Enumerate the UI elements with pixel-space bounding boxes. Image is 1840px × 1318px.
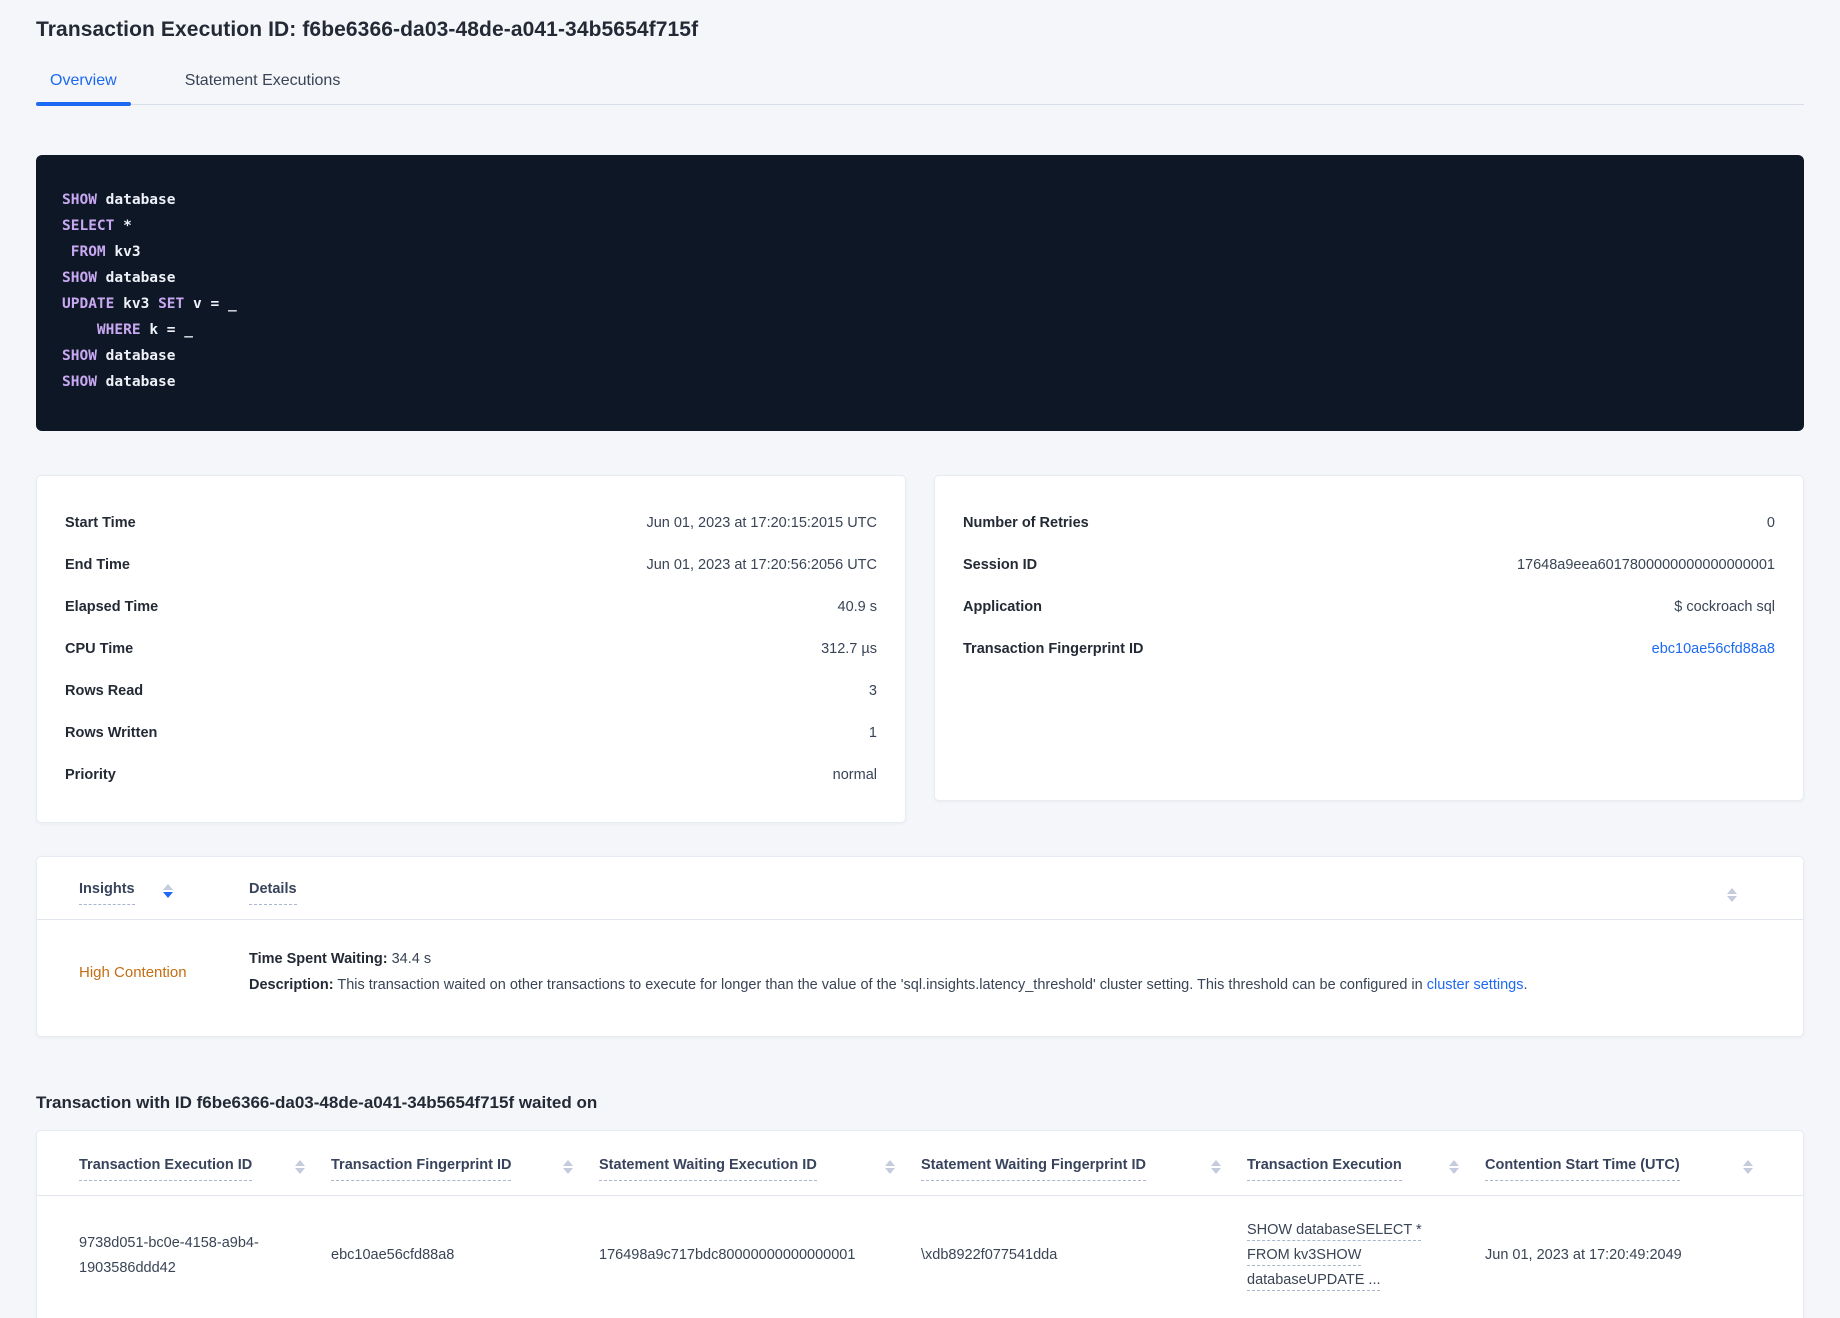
sql-statement-line: FROM kv3	[70, 244, 141, 260]
sort-arrows-icon[interactable]	[1727, 887, 1737, 902]
summary-label: Start Time	[65, 515, 136, 531]
column-header-transaction-execution-id[interactable]: Transaction Execution ID	[79, 1157, 253, 1181]
insight-row: High Contention Time Spent Waiting: 34.4…	[37, 920, 1803, 1028]
insights-table-header: Insights Details	[37, 857, 1803, 919]
waited-on-heading: Transaction with ID f6be6366-da03-48de-a…	[36, 1093, 598, 1112]
summary-cards: Start Time Jun 01, 2023 at 17:20:15:2015 …	[36, 475, 1804, 823]
insight-description: Description: This transaction waited on …	[249, 977, 1528, 993]
sort-arrows-icon[interactable]	[563, 1160, 573, 1174]
summary-row: Priority normal	[65, 754, 877, 796]
sql-statement-line: SHOW database	[62, 270, 176, 286]
summary-card-session: Number of Retries 0 Session ID 17648a9eea60…	[934, 475, 1804, 801]
divider	[37, 1195, 1803, 1196]
sql-statement-line: WHERE k = _	[96, 322, 193, 338]
cell-transaction-execution: SHOW databaseSELECT * FROM kv3SHOW datab…	[1247, 1218, 1462, 1293]
waited-on-table: Transaction Execution ID Transaction Fin…	[36, 1130, 1804, 1318]
summary-row: Session ID 17648a9eea60178000000000000000…	[963, 544, 1775, 586]
summary-label: Number of Retries	[963, 515, 1089, 531]
summary-label: Rows Written	[65, 725, 158, 741]
summary-value: 3	[868, 683, 877, 699]
transaction-execution-link[interactable]: SHOW databaseSELECT * FROM kv3SHOW datab…	[1247, 1222, 1422, 1288]
summary-value: 40.9 s	[837, 599, 878, 615]
summary-value: $ cockroach sql	[1674, 599, 1775, 615]
transaction-fingerprint-id-link[interactable]: ebc10ae56cfd88a8	[1651, 641, 1775, 657]
summary-row: CPU Time 312.7 µs	[65, 628, 877, 670]
summary-value: 17648a9eea6017800000000000000001	[1516, 557, 1775, 573]
summary-row: Start Time Jun 01, 2023 at 17:20:15:2015 …	[65, 502, 877, 544]
summary-row: Transaction Fingerprint ID ebc10ae56cfd88…	[963, 628, 1775, 670]
summary-label: Session ID	[963, 557, 1038, 573]
summary-label: Transaction Fingerprint ID	[963, 641, 1144, 657]
summary-row: End Time Jun 01, 2023 at 17:20:56:2056 UT…	[65, 544, 877, 586]
sql-statement-line: UPDATE kv3 SET v = _	[62, 296, 237, 312]
sort-arrows-icon[interactable]	[1743, 1160, 1753, 1174]
cluster-settings-link[interactable]: cluster settings	[1426, 977, 1524, 993]
summary-label: CPU Time	[65, 641, 134, 657]
sort-arrows-icon[interactable]	[1449, 1160, 1459, 1174]
summary-value: Jun 01, 2023 at 17:20:15:2015 UTC	[646, 515, 877, 531]
column-header-contention-start-time[interactable]: Contention Start Time (UTC)	[1485, 1157, 1680, 1181]
summary-row: Elapsed Time 40.9 s	[65, 586, 877, 628]
summary-row: Application $ cockroach sql	[963, 586, 1775, 628]
sort-arrows-icon[interactable]	[162, 884, 173, 898]
summary-row: Rows Written 1	[65, 712, 877, 754]
insights-table: Insights Details High Contention Time Sp…	[36, 856, 1804, 1037]
sort-arrows-icon[interactable]	[1211, 1160, 1221, 1174]
summary-label: Application	[963, 599, 1042, 615]
summary-value: Jun 01, 2023 at 17:20:56:2056 UTC	[646, 557, 877, 573]
details-column-header[interactable]: Details	[249, 881, 297, 905]
tab-statement-executions[interactable]: Statement Executions	[184, 72, 341, 89]
cell-statement-waiting-execution-id: 176498a9c717bdc80000000000000001	[599, 1247, 856, 1263]
sql-statements-box: SHOW database SELECT * FROM kv3 SHOW datab…	[36, 155, 1804, 431]
cell-transaction-execution-id: 9738d051-bc0e-4158-a9b4-1903586ddd42	[79, 1234, 259, 1276]
summary-value: 312.7 µs	[821, 641, 877, 657]
summary-row: Rows Read 3	[65, 670, 877, 712]
divider	[37, 919, 1803, 920]
summary-label: Priority	[65, 767, 116, 783]
tab-overview[interactable]: Overview	[36, 72, 131, 106]
summary-label: Rows Read	[65, 683, 144, 699]
time-spent-waiting: Time Spent Waiting: 34.4 s	[249, 951, 432, 967]
column-header-statement-waiting-fingerprint-id[interactable]: Statement Waiting Fingerprint ID	[921, 1157, 1147, 1181]
summary-row: Number of Retries 0	[963, 502, 1775, 544]
sort-arrows-icon[interactable]	[885, 1160, 895, 1174]
sql-statement-line: SHOW database	[62, 192, 176, 208]
sort-arrows-icon[interactable]	[295, 1160, 305, 1174]
summary-value: 0	[1766, 515, 1775, 531]
sql-statement-line: SHOW database	[62, 374, 176, 390]
column-header-transaction-fingerprint-id[interactable]: Transaction Fingerprint ID	[331, 1157, 512, 1181]
summary-value: 1	[868, 725, 877, 741]
cell-transaction-fingerprint-id: ebc10ae56cfd88a8	[331, 1247, 455, 1263]
summary-card-timing: Start Time Jun 01, 2023 at 17:20:15:2015 …	[36, 475, 906, 823]
waited-on-table-header: Transaction Execution ID Transaction Fin…	[37, 1131, 1803, 1195]
sql-statement-line: SELECT *	[62, 218, 132, 234]
insight-details: Time Spent Waiting: 34.4 s Description: …	[249, 946, 1727, 998]
summary-value: normal	[832, 767, 877, 783]
summary-label: Elapsed Time	[65, 599, 159, 615]
sql-statement-line: SHOW database	[62, 348, 176, 364]
waited-on-table-row: 9738d051-bc0e-4158-a9b4-1903586ddd42 ebc…	[37, 1196, 1803, 1318]
cell-contention-start-time: Jun 01, 2023 at 17:20:49:2049	[1485, 1247, 1682, 1263]
column-header-statement-waiting-execution-id[interactable]: Statement Waiting Execution ID	[599, 1157, 817, 1181]
tab-bar: Overview Statement Executions	[36, 72, 1804, 106]
cell-statement-waiting-fingerprint-id: \xdb8922f077541dda	[921, 1247, 1058, 1263]
insights-column-header[interactable]: Insights	[79, 881, 135, 905]
high-contention-label: High Contention	[79, 963, 187, 981]
page-title: Transaction Execution ID: f6be6366-da03-…	[36, 18, 699, 41]
summary-label: End Time	[65, 557, 130, 573]
column-header-transaction-execution[interactable]: Transaction Execution	[1247, 1157, 1402, 1181]
